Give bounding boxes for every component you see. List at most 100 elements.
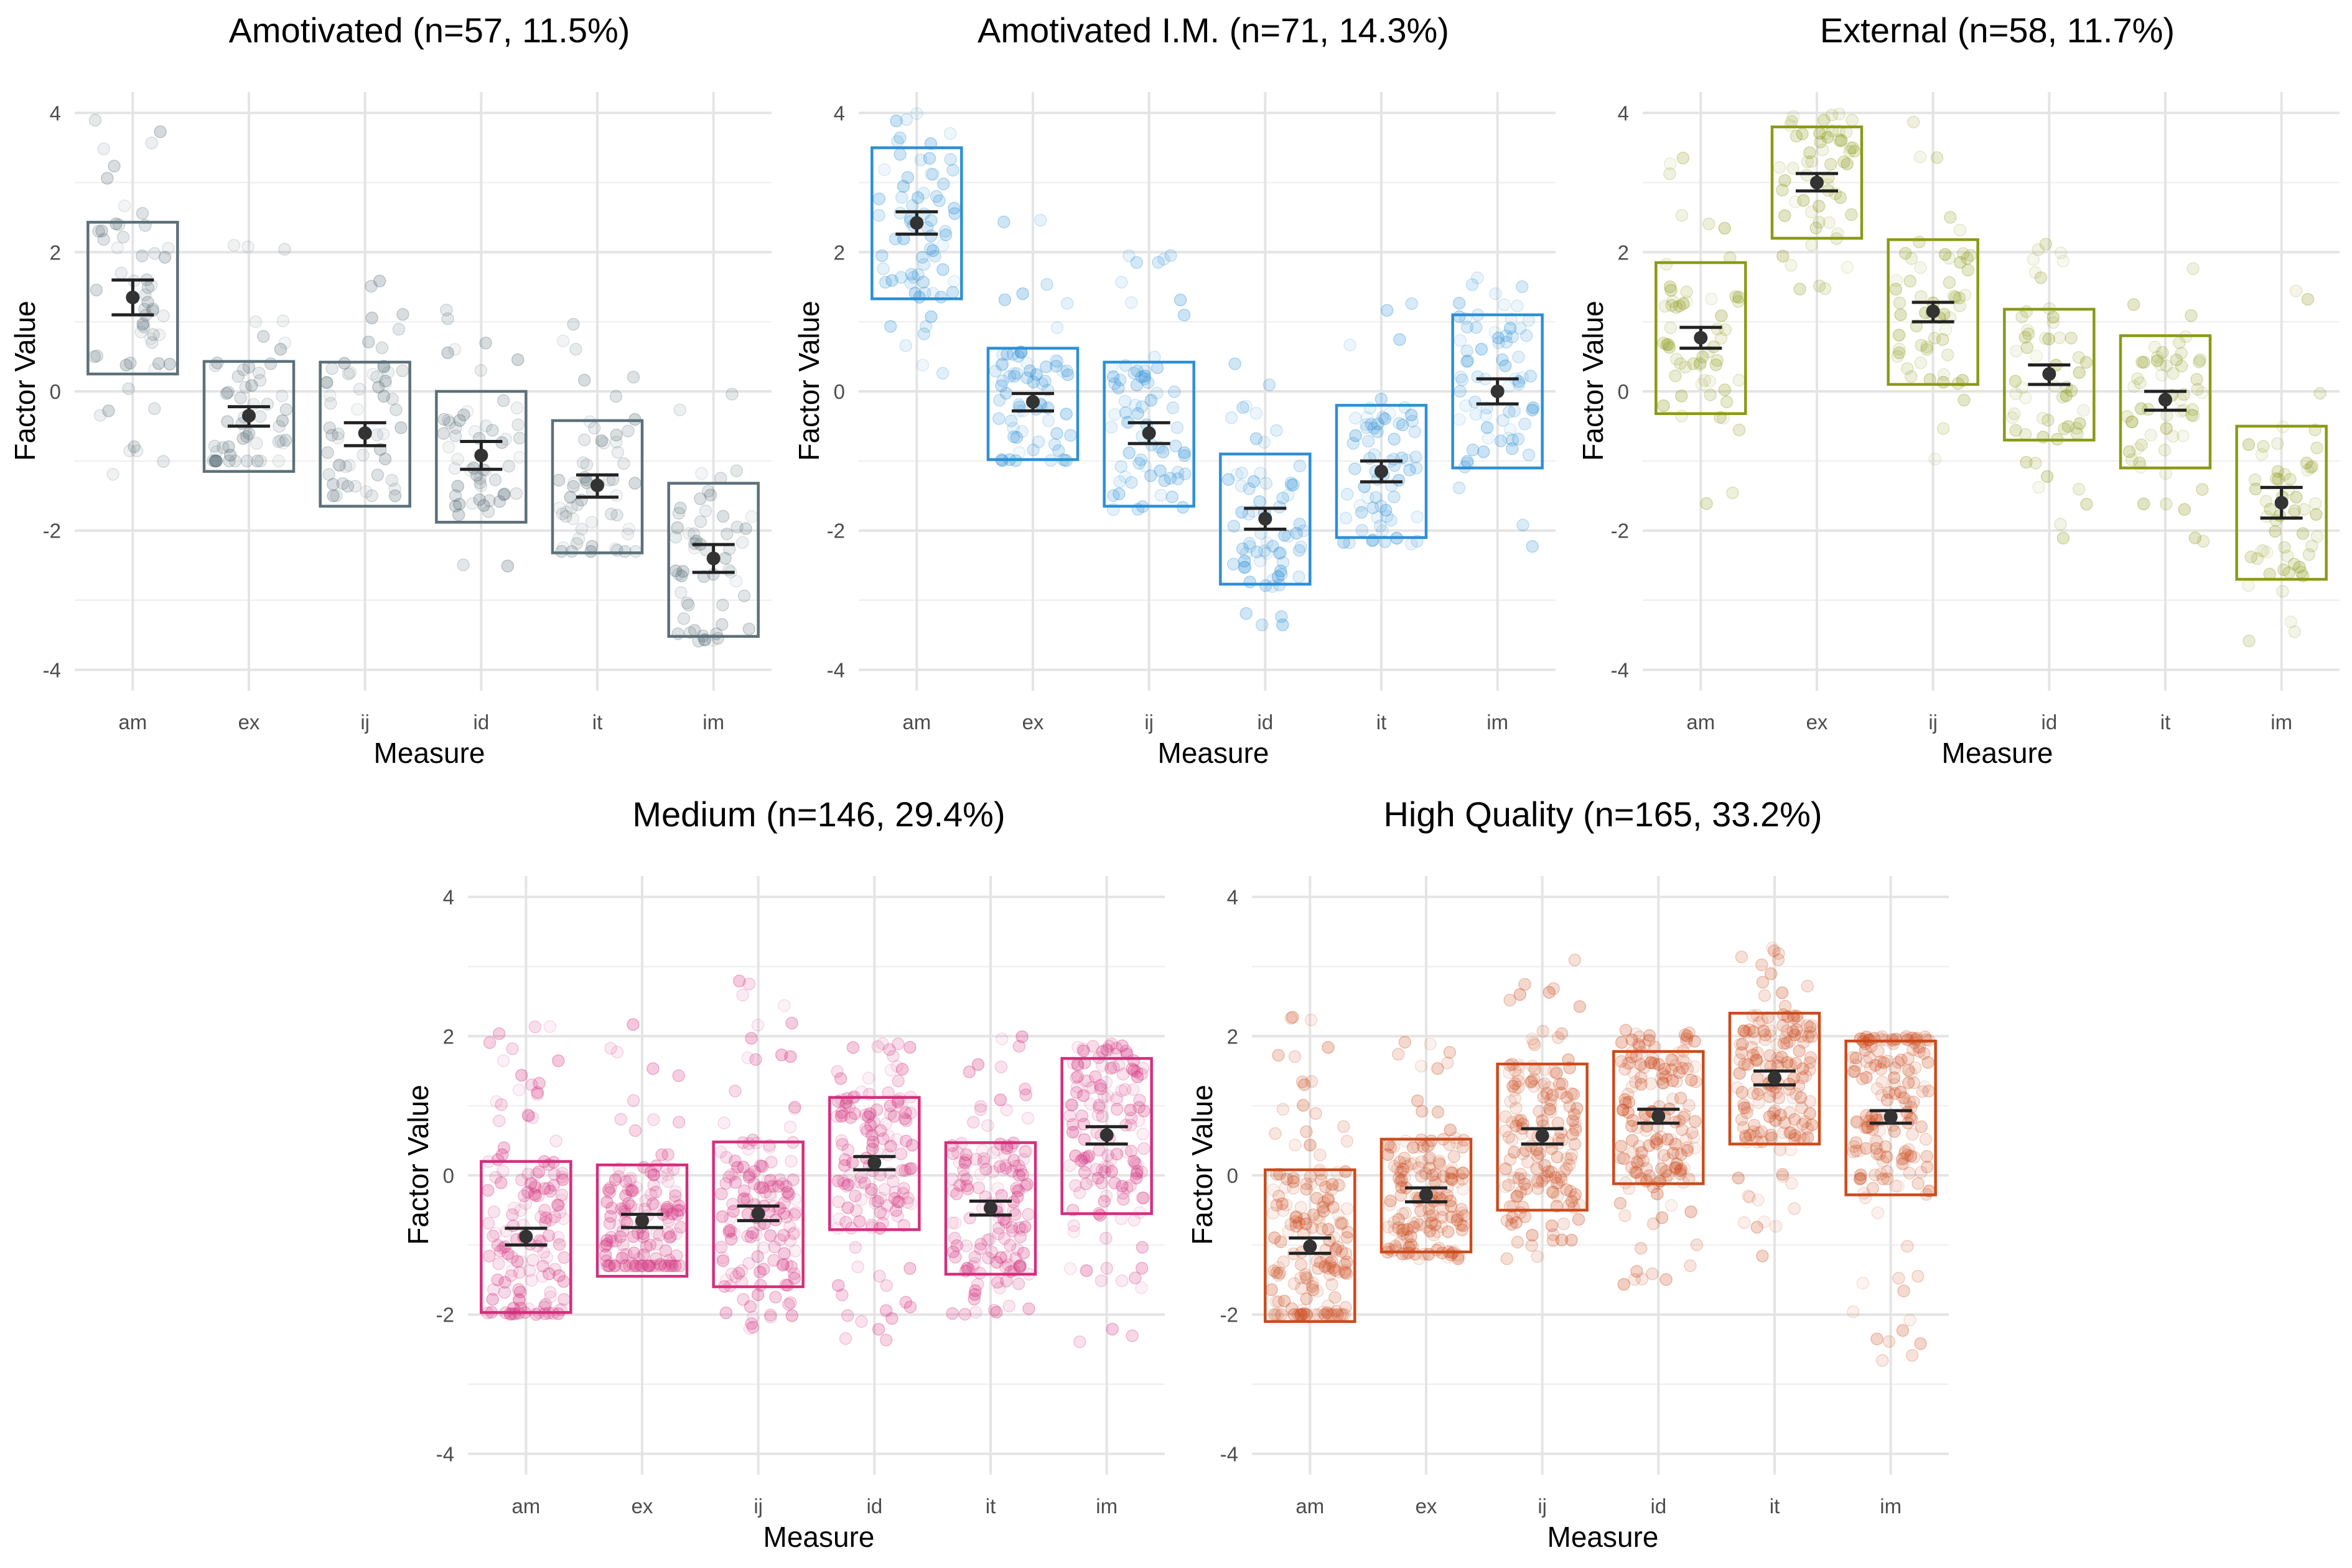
data-point (894, 131, 907, 144)
data-point (928, 250, 941, 263)
data-point (360, 485, 373, 498)
data-point (695, 467, 708, 480)
data-point (1944, 211, 1957, 224)
data-point (253, 374, 267, 387)
data-point (1498, 359, 1512, 373)
data-point (543, 1267, 556, 1281)
data-point (1645, 1056, 1658, 1069)
data-point (905, 1139, 919, 1152)
data-point (449, 499, 462, 513)
data-point (1164, 249, 1177, 262)
data-point (1818, 282, 1832, 296)
data-point (1687, 1131, 1701, 1144)
data-point (1546, 1185, 1559, 1198)
data-point (1227, 520, 1241, 533)
data-point (141, 281, 155, 294)
data-point (628, 477, 642, 490)
data-point (1949, 291, 1962, 304)
data-point (631, 1259, 645, 1272)
data-point (572, 532, 586, 545)
data-point (1778, 209, 1791, 222)
data-point (925, 213, 938, 227)
x-tick-label: ex (238, 711, 260, 734)
data-point (1234, 479, 1248, 493)
data-point (616, 1238, 630, 1251)
panel-high-quality: 420-2-4am ex ij id it im High Quality (n=165,… (1186, 795, 1949, 1553)
data-point (506, 1042, 519, 1055)
data-point (785, 1309, 799, 1322)
data-point (2193, 353, 2207, 366)
data-point (1067, 1225, 1081, 1238)
data-point (1374, 393, 1388, 406)
data-point (717, 1116, 730, 1130)
data-point (1004, 414, 1018, 427)
data-point (249, 315, 263, 329)
data-point (1824, 157, 1837, 171)
data-point (1755, 1014, 1769, 1027)
data-point (1015, 1030, 1029, 1043)
data-point (1323, 1259, 1336, 1272)
data-point (832, 1195, 845, 1208)
data-point (525, 1177, 538, 1190)
data-point (548, 1262, 562, 1276)
data-point (1630, 1155, 1644, 1169)
data-point (2032, 480, 2045, 494)
data-point (457, 558, 470, 571)
data-point (994, 1093, 1007, 1106)
data-point (1737, 1216, 1751, 1230)
data-point (474, 479, 488, 492)
data-point (251, 454, 264, 468)
data-point (2072, 482, 2086, 496)
data-point (2278, 541, 2291, 554)
data-point (1454, 334, 1467, 347)
mean-point-id (1258, 511, 1272, 526)
data-point (221, 415, 234, 428)
data-point (1076, 1042, 1090, 1056)
data-point (1911, 1269, 1925, 1283)
data-point (1695, 378, 1709, 391)
data-point (1294, 540, 1308, 554)
data-point (2056, 391, 2070, 404)
data-point (963, 1065, 976, 1078)
data-point (1019, 1088, 1033, 1101)
data-point (2020, 455, 2033, 469)
data-point (879, 1304, 893, 1317)
data-point (719, 1306, 733, 1320)
data-point (231, 370, 245, 383)
data-point (1371, 418, 1384, 431)
data-point (451, 452, 464, 466)
data-point (493, 1244, 507, 1258)
data-point (2284, 615, 2297, 628)
data-point (995, 379, 1008, 393)
data-point (2030, 350, 2043, 363)
data-point (681, 596, 694, 610)
data-point (836, 1174, 849, 1187)
data-point (1482, 431, 1495, 445)
data-point (1870, 1332, 1883, 1346)
data-point (2150, 354, 2164, 367)
data-point (1527, 1036, 1540, 1050)
data-point (903, 1300, 917, 1314)
mean-point-id (1651, 1109, 1666, 1123)
data-point (1137, 1142, 1150, 1155)
data-point (2302, 548, 2316, 561)
data-point (544, 1185, 557, 1198)
data-point (1801, 155, 1814, 169)
data-point (737, 589, 751, 602)
data-point (608, 1259, 622, 1272)
data-point (788, 1208, 801, 1221)
data-point (497, 1054, 510, 1068)
data-point (1094, 1082, 1108, 1096)
data-point (2270, 437, 2284, 450)
data-point (2155, 368, 2168, 382)
data-point (1292, 570, 1305, 584)
data-point (553, 1269, 566, 1282)
data-point (757, 1241, 770, 1254)
data-point (2269, 525, 2282, 538)
data-point (515, 1174, 528, 1187)
data-point (739, 522, 752, 535)
data-point (1784, 1143, 1798, 1156)
data-point (745, 510, 758, 523)
data-point (530, 1167, 543, 1180)
data-point (1371, 425, 1384, 439)
